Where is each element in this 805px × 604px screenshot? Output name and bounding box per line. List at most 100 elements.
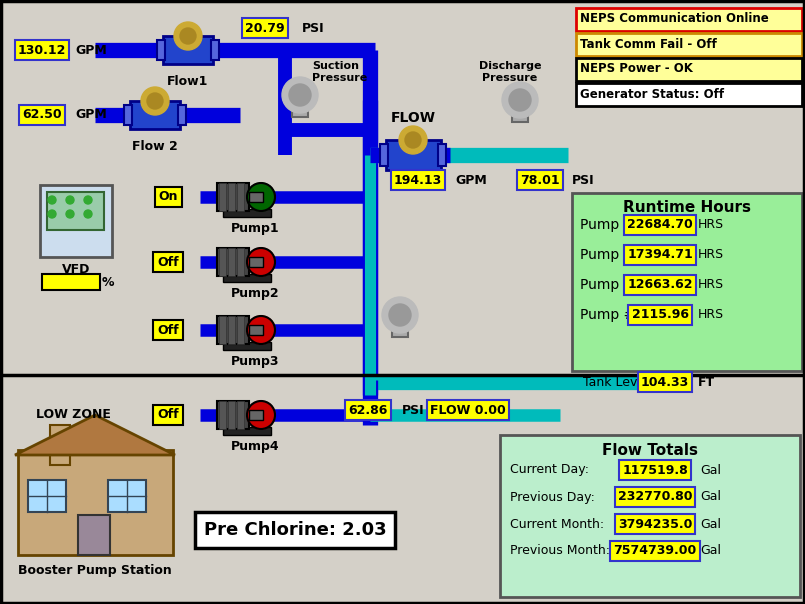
FancyBboxPatch shape <box>228 316 235 344</box>
Circle shape <box>66 210 74 218</box>
Text: PSI: PSI <box>402 403 424 417</box>
Text: Pump #2:: Pump #2: <box>580 248 649 262</box>
Text: 22684.70: 22684.70 <box>627 219 693 231</box>
FancyBboxPatch shape <box>500 435 800 597</box>
FancyBboxPatch shape <box>42 274 100 290</box>
Text: 78.01: 78.01 <box>520 173 559 187</box>
FancyBboxPatch shape <box>108 480 146 512</box>
Text: Pump2: Pump2 <box>231 287 279 300</box>
FancyBboxPatch shape <box>124 105 132 125</box>
FancyBboxPatch shape <box>237 316 244 344</box>
Circle shape <box>247 401 275 429</box>
Text: Gal: Gal <box>700 463 721 477</box>
Text: 12663.62: 12663.62 <box>627 278 693 292</box>
Text: Runtime Hours: Runtime Hours <box>623 200 751 215</box>
Text: 232770.80: 232770.80 <box>617 490 692 504</box>
Circle shape <box>289 84 311 106</box>
FancyBboxPatch shape <box>78 515 110 555</box>
FancyBboxPatch shape <box>223 427 271 435</box>
FancyBboxPatch shape <box>219 316 226 344</box>
Text: GPM: GPM <box>455 173 487 187</box>
FancyBboxPatch shape <box>217 401 249 429</box>
FancyBboxPatch shape <box>28 480 66 512</box>
Circle shape <box>382 297 418 333</box>
Text: 62.50: 62.50 <box>23 109 62 121</box>
Text: Tank Level:: Tank Level: <box>583 376 653 388</box>
FancyBboxPatch shape <box>576 83 802 106</box>
Text: 104.33: 104.33 <box>641 376 689 388</box>
Circle shape <box>147 93 163 109</box>
FancyBboxPatch shape <box>292 95 308 117</box>
Circle shape <box>84 196 92 204</box>
FancyBboxPatch shape <box>157 40 165 60</box>
Text: On: On <box>159 190 178 204</box>
Circle shape <box>509 89 531 111</box>
Circle shape <box>247 248 275 276</box>
FancyBboxPatch shape <box>130 101 180 129</box>
Circle shape <box>84 210 92 218</box>
Text: Pump1: Pump1 <box>231 222 279 235</box>
Text: 20.79: 20.79 <box>246 22 285 34</box>
FancyBboxPatch shape <box>217 183 249 211</box>
Text: Current Month:: Current Month: <box>510 518 604 530</box>
Text: Previous Month:: Previous Month: <box>510 544 610 557</box>
FancyBboxPatch shape <box>512 100 528 122</box>
Text: GPM: GPM <box>75 43 107 57</box>
Circle shape <box>180 28 196 44</box>
Text: 194.13: 194.13 <box>394 173 442 187</box>
Text: VFD: VFD <box>62 263 90 276</box>
FancyBboxPatch shape <box>217 248 249 276</box>
FancyBboxPatch shape <box>386 140 441 170</box>
Text: 62.86: 62.86 <box>349 403 388 417</box>
FancyBboxPatch shape <box>237 248 244 276</box>
FancyBboxPatch shape <box>18 450 173 555</box>
FancyBboxPatch shape <box>223 209 271 217</box>
FancyBboxPatch shape <box>249 192 263 202</box>
Circle shape <box>405 132 421 148</box>
Text: 17394.71: 17394.71 <box>627 248 693 262</box>
Text: 3794235.0: 3794235.0 <box>617 518 692 530</box>
Text: Tank Comm Fail - Off: Tank Comm Fail - Off <box>580 37 717 51</box>
FancyBboxPatch shape <box>228 401 235 429</box>
Text: 130.12: 130.12 <box>18 43 66 57</box>
Text: Generator Status: Off: Generator Status: Off <box>580 88 724 100</box>
FancyBboxPatch shape <box>228 248 235 276</box>
FancyBboxPatch shape <box>249 325 263 335</box>
FancyBboxPatch shape <box>219 183 226 211</box>
FancyBboxPatch shape <box>217 316 249 344</box>
Text: Off: Off <box>157 408 179 422</box>
FancyBboxPatch shape <box>576 33 802 56</box>
Text: Pump4: Pump4 <box>231 440 279 453</box>
Circle shape <box>389 304 411 326</box>
Circle shape <box>174 22 202 50</box>
Circle shape <box>66 196 74 204</box>
FancyBboxPatch shape <box>438 144 446 166</box>
Text: PSI: PSI <box>302 22 324 34</box>
Text: Off: Off <box>157 324 179 336</box>
Text: 2115.96: 2115.96 <box>631 309 688 321</box>
FancyBboxPatch shape <box>163 36 213 64</box>
Text: Pump #4:: Pump #4: <box>580 308 649 322</box>
FancyBboxPatch shape <box>572 193 802 371</box>
Circle shape <box>48 196 56 204</box>
FancyBboxPatch shape <box>219 401 226 429</box>
Text: Off: Off <box>157 255 179 269</box>
Polygon shape <box>15 415 175 455</box>
Text: PSI: PSI <box>572 173 595 187</box>
Text: %: % <box>102 275 114 289</box>
FancyBboxPatch shape <box>237 401 244 429</box>
Text: LOW ZONE: LOW ZONE <box>35 408 110 422</box>
FancyBboxPatch shape <box>223 274 271 282</box>
FancyBboxPatch shape <box>178 105 186 125</box>
Text: Gal: Gal <box>700 490 721 504</box>
Text: Flow1: Flow1 <box>167 75 208 88</box>
Text: Pre Chlorine: 2.03: Pre Chlorine: 2.03 <box>204 521 386 539</box>
Text: Gal: Gal <box>700 544 721 557</box>
Text: Flow Totals: Flow Totals <box>602 443 698 458</box>
FancyBboxPatch shape <box>237 183 244 211</box>
Circle shape <box>502 82 538 118</box>
Text: Previous Day:: Previous Day: <box>510 490 595 504</box>
FancyBboxPatch shape <box>576 8 802 31</box>
Text: Booster Pump Station: Booster Pump Station <box>19 564 172 577</box>
Circle shape <box>247 316 275 344</box>
